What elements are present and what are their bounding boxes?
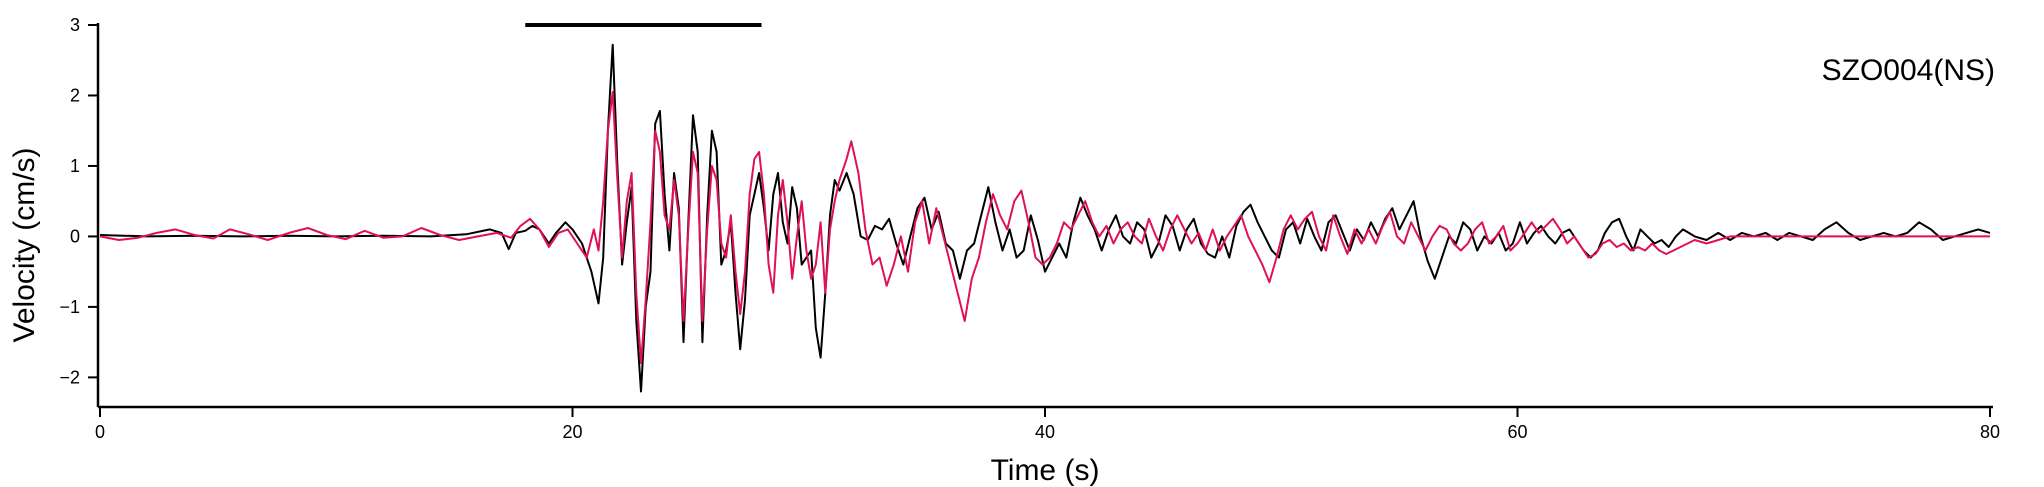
- station-label: SZO004(NS): [1822, 54, 1995, 87]
- series-line-2: [99, 91, 1990, 365]
- y-tick-label: 1: [70, 156, 80, 176]
- x-tick-label: 20: [562, 422, 582, 442]
- x-tick-label: 40: [1035, 422, 1055, 442]
- y-axis-ticks: −2 −1 0 1 2 3: [59, 15, 98, 387]
- y-axis-title: Velocity (cm/s): [8, 147, 41, 342]
- x-tick-label: 60: [1507, 422, 1527, 442]
- x-axis-ticks: 0 20 40 60 80: [95, 407, 2000, 442]
- y-tick-label: 2: [70, 85, 80, 105]
- x-tick-label: 80: [1980, 422, 2000, 442]
- x-tick-label: 0: [95, 422, 105, 442]
- series-line-1: [99, 43, 1991, 393]
- series-layer: [99, 43, 1991, 393]
- x-axis-title: Time (s): [991, 454, 1100, 487]
- y-tick-label: −1: [59, 297, 80, 317]
- y-tick-label: 0: [70, 226, 80, 246]
- y-tick-label: −2: [59, 367, 80, 387]
- y-tick-label: 3: [70, 15, 80, 35]
